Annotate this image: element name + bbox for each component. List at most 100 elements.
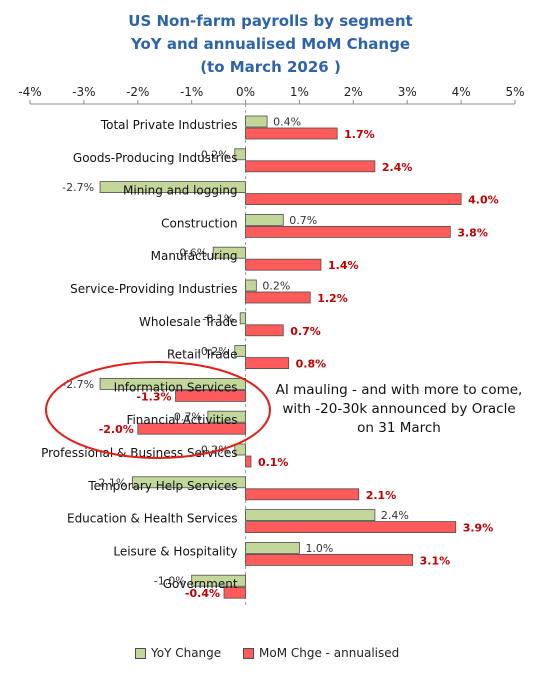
category-label: Manufacturing <box>151 249 238 263</box>
bar-yoy <box>99 377 246 390</box>
bar-yoy <box>245 115 268 128</box>
data-label-yoy: 1.0% <box>305 542 333 555</box>
x-tick-label: -3% <box>72 85 95 99</box>
data-label-yoy: 0.7% <box>289 214 317 227</box>
data-label-yoy: -2.1% <box>94 476 126 489</box>
bar-mom <box>245 357 290 370</box>
x-tick-label: 2% <box>344 85 363 99</box>
category-label: Financial Activities <box>126 413 237 427</box>
bar-yoy <box>131 476 246 489</box>
legend-swatch-yoy <box>135 647 146 659</box>
bar-yoy <box>212 246 246 259</box>
bar-mom <box>245 291 311 304</box>
legend-item-mom: MoM Chge - annualised <box>243 646 399 660</box>
x-tick-label: -1% <box>180 85 203 99</box>
bar-yoy <box>245 213 284 226</box>
annotation-line: with -20-30k announced by Oracle <box>282 401 516 417</box>
annotation-line: on 31 March <box>357 420 441 436</box>
data-label-mom: 3.8% <box>457 226 488 239</box>
x-tick-label: 5% <box>505 85 524 99</box>
data-label-yoy: 2.4% <box>381 509 409 522</box>
x-tick-label: 1% <box>290 85 309 99</box>
highlight-ellipse <box>45 361 271 459</box>
bar-mom <box>245 488 360 501</box>
data-label-mom: -0.4% <box>185 587 220 600</box>
category-label: Government <box>163 577 238 591</box>
data-label-mom: 4.0% <box>468 194 499 207</box>
bar-mom <box>223 586 246 599</box>
chart-title-line-1: US Non-farm payrolls by segment <box>128 12 413 30</box>
data-label-mom: 1.7% <box>344 128 375 141</box>
data-label-yoy: -0.7% <box>170 411 202 424</box>
category-label: Construction <box>161 216 237 230</box>
data-label-yoy: -0.2% <box>197 345 229 358</box>
annotation-line: AI mauling - and with more to come, <box>275 382 523 398</box>
bar-mom <box>245 258 322 271</box>
bar-yoy <box>191 574 246 587</box>
data-label-mom: -2.0% <box>99 423 134 436</box>
annotation-text: AI mauling - and with more to come, with… <box>268 381 530 438</box>
x-tick-label: 0% <box>236 85 255 99</box>
bar-mom <box>245 324 284 337</box>
data-label-mom: 3.9% <box>463 522 494 535</box>
bar-yoy <box>245 509 376 522</box>
data-label-mom: 0.7% <box>290 325 321 338</box>
bar-yoy <box>234 148 246 161</box>
category-label: Education & Health Services <box>67 512 238 526</box>
data-label-yoy: -0.2% <box>197 148 229 161</box>
data-label-mom: 3.1% <box>420 554 451 567</box>
data-label-mom: 0.8% <box>296 358 327 371</box>
bar-yoy <box>239 312 246 325</box>
data-label-mom: 1.2% <box>317 292 348 305</box>
data-label-mom: 2.1% <box>366 489 397 502</box>
category-label: Leisure & Hospitality <box>113 544 237 558</box>
data-label-yoy: -2.7% <box>62 378 94 391</box>
bar-mom <box>137 422 246 435</box>
category-label: Retail Trade <box>167 348 238 362</box>
x-tick-label: -2% <box>126 85 149 99</box>
data-label-yoy: -1.0% <box>154 575 186 588</box>
bar-yoy <box>245 279 257 292</box>
data-label-yoy: -0.6% <box>175 247 207 260</box>
bar-mom <box>175 389 246 402</box>
bar-mom <box>245 455 252 468</box>
bar-mom <box>245 160 376 173</box>
x-tick-label: 4% <box>452 85 471 99</box>
bar-mom <box>245 225 451 238</box>
x-tick-label: 3% <box>398 85 417 99</box>
data-label-yoy: 0.4% <box>273 116 301 129</box>
chart-title-line-2: YoY and annualised MoM Change <box>130 35 411 53</box>
category-label: Goods-Producing Industries <box>73 151 238 165</box>
data-label-mom: 2.4% <box>382 161 413 174</box>
category-label: Temporary Help Services <box>87 479 237 493</box>
bar-mom <box>245 193 462 206</box>
category-label: Service-Providing Industries <box>70 282 237 296</box>
data-label-mom: 0.1% <box>258 456 289 469</box>
category-label: Wholesale Trade <box>139 315 238 329</box>
data-label-mom: 1.4% <box>328 259 359 272</box>
category-label: Information Services <box>114 380 238 394</box>
legend-label-mom: MoM Chge - annualised <box>259 646 400 660</box>
bar-yoy <box>245 542 300 554</box>
x-tick-label: -4% <box>18 85 41 99</box>
bar-yoy <box>234 443 246 456</box>
bar-mom <box>245 521 457 533</box>
data-label-yoy: 0.2% <box>262 280 290 293</box>
data-label-mom: -1.3% <box>136 390 171 403</box>
bar-mom <box>245 127 338 140</box>
legend-swatch-mom <box>243 647 254 659</box>
bar-mom <box>245 554 414 566</box>
category-label: Total Private Industries <box>100 118 238 132</box>
bar-yoy <box>207 410 246 423</box>
data-label-yoy: -0.1% <box>202 312 234 325</box>
legend-item-yoy: YoY Change <box>135 646 221 660</box>
legend: YoY Change MoM Chge - annualised <box>0 646 541 666</box>
chart-title-line-3: (to March 2026 ) <box>200 58 341 76</box>
data-label-yoy: -2.7% <box>62 181 94 194</box>
category-label: Mining and logging <box>123 184 238 198</box>
bar-yoy <box>234 345 246 358</box>
bar-yoy <box>99 181 246 194</box>
legend-label-yoy: YoY Change <box>151 646 222 660</box>
